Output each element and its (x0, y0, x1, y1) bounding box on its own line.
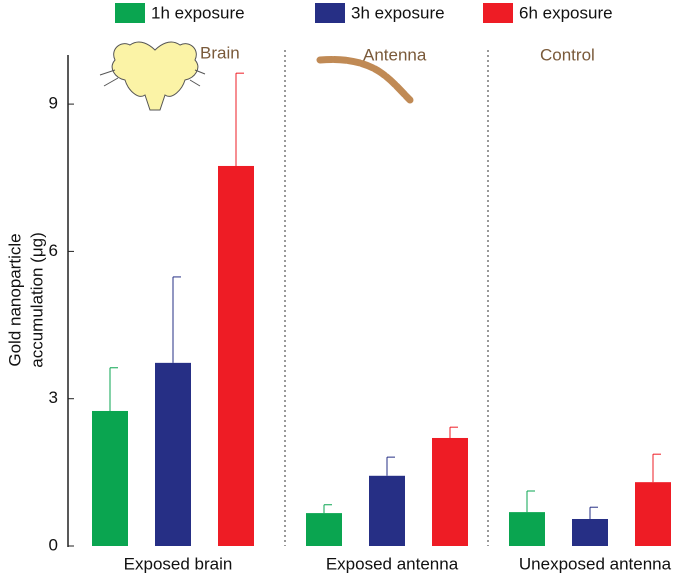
legend-label: 6h exposure (519, 3, 613, 22)
y-tick-label: 6 (49, 241, 58, 260)
bar (432, 437, 468, 546)
x-tick-label: Exposed brain (124, 554, 233, 573)
legend-swatch (483, 3, 513, 23)
y-tick-label: 0 (49, 535, 58, 554)
y-label: accumulation (μg) (27, 232, 46, 367)
bar (92, 410, 128, 546)
bar (572, 518, 608, 546)
bar (218, 165, 254, 546)
bar (155, 362, 191, 546)
legend-label: 1h exposure (151, 3, 245, 22)
annotation: Control (540, 45, 595, 64)
annotation: Brain (200, 43, 240, 62)
legend-swatch (315, 3, 345, 23)
bar (306, 513, 342, 546)
x-tick-label: Unexposed antenna (519, 554, 672, 573)
y-tick-label: 3 (49, 388, 58, 407)
brain-illustration (99, 41, 206, 111)
y-label: Gold nanoparticle (5, 233, 24, 366)
legend-label: 3h exposure (351, 3, 445, 22)
legend-swatch (115, 3, 145, 23)
annotation: Antenna (363, 45, 427, 64)
x-tick-label: Exposed antenna (326, 554, 459, 573)
bar (635, 482, 671, 546)
bar (369, 475, 405, 546)
antenna-illustration (316, 56, 414, 104)
bar (509, 512, 545, 546)
y-tick-label: 9 (49, 94, 58, 113)
